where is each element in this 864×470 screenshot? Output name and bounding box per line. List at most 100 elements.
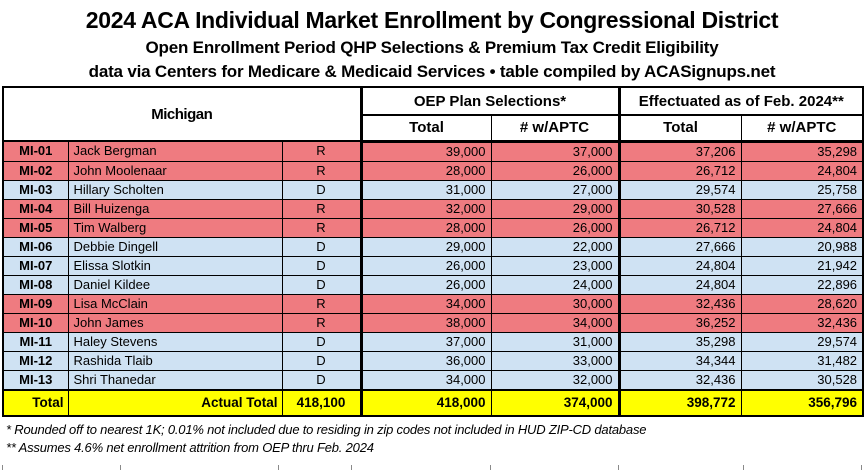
oep-total-cell: 36,000	[360, 350, 492, 371]
district-cell: MI-05	[2, 217, 69, 238]
actual-total-value: 418,100	[281, 388, 363, 416]
table-row: MI-05 Tim Walberg R 28,000 26,000 26,712…	[2, 217, 864, 238]
eff-aptc-cell: 22,896	[740, 274, 864, 295]
eff-aptc-cell: 29,574	[740, 331, 864, 352]
rep-name-cell: Shri Thanedar	[67, 369, 283, 390]
section-header-effectuated: Effectuated as of Feb. 2024**	[618, 86, 864, 116]
total-oep-total: 418,000	[360, 388, 492, 416]
actual-total-label: Actual Total	[67, 388, 283, 416]
table-row: MI-07 Elissa Slotkin D 26,000 23,000 24,…	[2, 255, 864, 276]
section-header-oep: OEP Plan Selections*	[360, 86, 621, 116]
next-table-fragment	[0, 465, 864, 470]
oep-total-cell: 39,000	[360, 140, 492, 162]
party-cell: D	[281, 179, 363, 200]
oep-aptc-cell: 29,000	[490, 198, 621, 219]
district-cell: MI-11	[2, 331, 69, 352]
eff-total-cell: 35,298	[618, 331, 742, 352]
table-row: MI-04 Bill Huizenga R 32,000 29,000 30,5…	[2, 198, 864, 219]
party-cell: D	[281, 274, 363, 295]
district-cell: MI-10	[2, 312, 69, 333]
district-cell: MI-03	[2, 179, 69, 200]
table-row: MI-06 Debbie Dingell D 29,000 22,000 27,…	[2, 236, 864, 257]
rep-name-cell: John James	[67, 312, 283, 333]
table-row: MI-03 Hillary Scholten D 31,000 27,000 2…	[2, 179, 864, 200]
oep-total-cell: 29,000	[360, 236, 492, 257]
oep-total-cell: 26,000	[360, 255, 492, 276]
rep-name-cell: Tim Walberg	[67, 217, 283, 238]
eff-total-cell: 32,436	[618, 293, 742, 314]
eff-total-cell: 29,574	[618, 179, 742, 200]
table-row: MI-09 Lisa McClain R 34,000 30,000 32,43…	[2, 293, 864, 314]
district-cell: MI-08	[2, 274, 69, 295]
rep-name-cell: Elissa Slotkin	[67, 255, 283, 276]
eff-total-cell: 24,804	[618, 274, 742, 295]
footnote-attrition: ** Assumes 4.6% net enrollment attrition…	[6, 439, 374, 455]
rep-name-cell: John Moolenaar	[67, 160, 283, 181]
oep-aptc-cell: 24,000	[490, 274, 621, 295]
oep-total-cell: 34,000	[360, 293, 492, 314]
oep-total-cell: 26,000	[360, 274, 492, 295]
district-cell: MI-09	[2, 293, 69, 314]
eff-aptc-cell: 24,804	[740, 160, 864, 181]
rep-name-cell: Haley Stevens	[67, 331, 283, 352]
oep-aptc-cell: 32,000	[490, 369, 621, 390]
total-eff-aptc: 356,796	[740, 388, 864, 416]
table-row: MI-02 John Moolenaar R 28,000 26,000 26,…	[2, 160, 864, 181]
eff-aptc-cell: 30,528	[740, 369, 864, 390]
col-header-oep-total: Total	[360, 114, 492, 143]
oep-aptc-cell: 23,000	[490, 255, 621, 276]
oep-total-cell: 32,000	[360, 198, 492, 219]
district-cell: MI-13	[2, 369, 69, 390]
district-cell: MI-12	[2, 350, 69, 371]
table-row: MI-13 Shri Thanedar D 34,000 32,000 32,4…	[2, 369, 864, 390]
oep-total-cell: 34,000	[360, 369, 492, 390]
eff-aptc-cell: 25,758	[740, 179, 864, 200]
rep-name-cell: Daniel Kildee	[67, 274, 283, 295]
col-header-eff-aptc: # w/APTC	[740, 114, 864, 143]
total-label: Total	[2, 388, 69, 416]
party-cell: R	[281, 160, 363, 181]
table-row: MI-12 Rashida Tlaib D 36,000 33,000 34,3…	[2, 350, 864, 371]
eff-aptc-cell: 35,298	[740, 140, 864, 162]
rep-name-cell: Rashida Tlaib	[67, 350, 283, 371]
page-subtitle: Open Enrollment Period QHP Selections & …	[145, 38, 719, 57]
report-header: 2024 ACA Individual Market Enrollment by…	[0, 0, 864, 84]
rep-name-cell: Bill Huizenga	[67, 198, 283, 219]
oep-total-cell: 38,000	[360, 312, 492, 333]
oep-aptc-cell: 26,000	[490, 160, 621, 181]
eff-aptc-cell: 31,482	[740, 350, 864, 371]
rep-name-cell: Hillary Scholten	[67, 179, 283, 200]
rep-name-cell: Lisa McClain	[67, 293, 283, 314]
eff-total-cell: 24,804	[618, 255, 742, 276]
oep-aptc-cell: 26,000	[490, 217, 621, 238]
table-row: MI-01 Jack Bergman R 39,000 37,000 37,20…	[2, 140, 864, 162]
district-cell: MI-02	[2, 160, 69, 181]
oep-aptc-cell: 22,000	[490, 236, 621, 257]
oep-aptc-cell: 34,000	[490, 312, 621, 333]
col-header-oep-aptc: # w/APTC	[490, 114, 621, 143]
party-cell: D	[281, 369, 363, 390]
total-oep-aptc: 374,000	[490, 388, 621, 416]
table-row: MI-08 Daniel Kildee D 26,000 24,000 24,8…	[2, 274, 864, 295]
party-cell: R	[281, 198, 363, 219]
oep-total-cell: 28,000	[360, 217, 492, 238]
district-cell: MI-04	[2, 198, 69, 219]
oep-aptc-cell: 30,000	[490, 293, 621, 314]
total-eff-total: 398,772	[618, 388, 742, 416]
rep-name-cell: Jack Bergman	[67, 140, 283, 162]
page-title: 2024 ACA Individual Market Enrollment by…	[85, 7, 779, 33]
oep-aptc-cell: 37,000	[490, 140, 621, 162]
eff-total-cell: 36,252	[618, 312, 742, 333]
party-cell: R	[281, 140, 363, 162]
table-header: Michigan OEP Plan Selections* Effectuate…	[2, 86, 864, 143]
oep-total-cell: 31,000	[360, 179, 492, 200]
footnotes: * Rounded off to nearest 1K; 0.01% not i…	[6, 421, 864, 457]
district-cell: MI-06	[2, 236, 69, 257]
oep-aptc-cell: 33,000	[490, 350, 621, 371]
eff-aptc-cell: 32,436	[740, 312, 864, 333]
oep-total-cell: 37,000	[360, 331, 492, 352]
eff-aptc-cell: 20,988	[740, 236, 864, 257]
eff-total-cell: 30,528	[618, 198, 742, 219]
eff-total-cell: 37,206	[618, 140, 742, 162]
